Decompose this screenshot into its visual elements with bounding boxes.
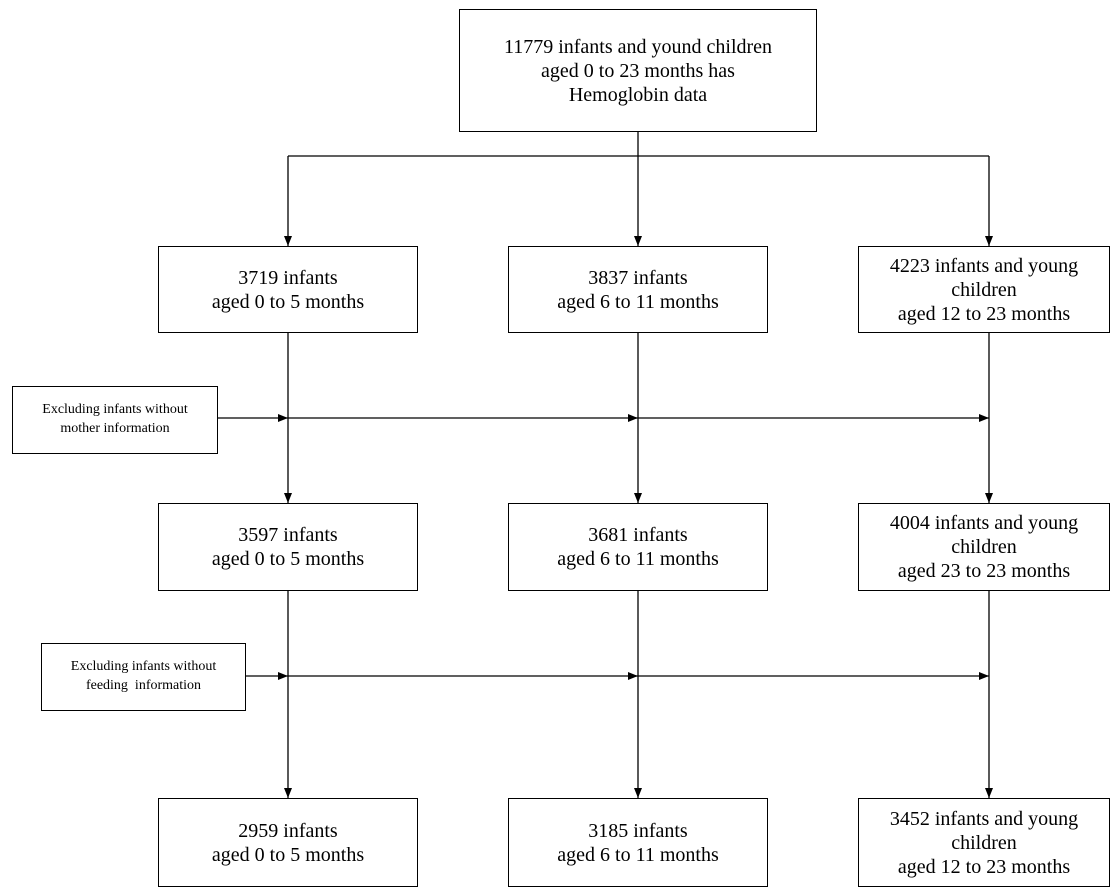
level3-col1-count: 2959 infants xyxy=(238,819,338,842)
root-node-box: 11779 infants and yound children aged 0 … xyxy=(459,9,817,132)
level1-col3-age: aged 12 to 23 months xyxy=(897,302,1071,325)
level2-col2-age: aged 6 to 11 months xyxy=(557,548,719,570)
level1-col2-count: 3837 infants xyxy=(588,266,688,289)
exclusion2-line-2: feeding information xyxy=(85,678,202,693)
root-line-2: aged 0 to 23 months has xyxy=(541,59,735,82)
level3-col3-box: 3452 infants and young children aged 12 … xyxy=(858,798,1110,887)
level1-col3-box: 4223 infants and young children aged 12 … xyxy=(858,246,1110,333)
level1-col3-count: 4223 infants and young xyxy=(889,254,1079,277)
level2-col1-box: 3597 infants aged 0 to 5 months xyxy=(158,503,418,591)
level1-col1-count: 3719 infants xyxy=(238,266,338,289)
level1-col2-age: aged 6 to 11 months xyxy=(557,290,719,313)
level2-col3-children: children xyxy=(951,536,1017,558)
level2-col2-box: 3681 infants aged 6 to 11 months xyxy=(508,503,768,591)
level2-col3-box: 4004 infants and young children aged 23 … xyxy=(858,503,1110,591)
level1-col1-box: 3719 infants aged 0 to 5 months xyxy=(158,246,418,333)
level2-col3-count: 4004 infants and young xyxy=(889,512,1079,534)
level3-col1-box: 2959 infants aged 0 to 5 months xyxy=(158,798,418,887)
level3-col3-children: children xyxy=(951,831,1017,854)
level3-col3-count: 3452 infants and young xyxy=(889,807,1079,830)
level3-col2-count: 3185 infants xyxy=(588,819,688,842)
root-node-text: 11779 infants and yound children aged 0 … xyxy=(504,35,772,107)
exclusion2-line-1: Excluding infants without xyxy=(70,659,217,675)
level3-col1-age: aged 0 to 5 months xyxy=(211,843,365,866)
level1-col1-age: aged 0 to 5 months xyxy=(211,290,365,313)
level1-col2-box: 3837 infants aged 6 to 11 months xyxy=(508,246,768,333)
exclusion1-line-2: mother information xyxy=(60,421,170,436)
level3-col2-age: aged 6 to 11 months xyxy=(557,843,719,866)
exclusion1-box: Excluding infants without mother informa… xyxy=(12,386,218,454)
exclusion2-box: Excluding infants without feeding inform… xyxy=(41,643,246,711)
root-line-3: Hemoglobin data xyxy=(568,83,708,106)
level2-col1-age: aged 0 to 5 months xyxy=(211,548,365,570)
exclusion1-line-1: Excluding infants without xyxy=(42,402,188,418)
level3-col3-age: aged 12 to 23 months xyxy=(897,855,1071,878)
level2-col2-count: 3681 infants xyxy=(588,524,688,546)
level1-col3-children: children xyxy=(951,278,1017,301)
level2-col1-count: 3597 infants xyxy=(238,524,338,546)
level3-col2-box: 3185 infants aged 6 to 11 months xyxy=(508,798,768,887)
root-line-1: 11779 infants and yound children xyxy=(503,35,773,58)
level2-col3-age: aged 23 to 23 months xyxy=(897,560,1071,582)
